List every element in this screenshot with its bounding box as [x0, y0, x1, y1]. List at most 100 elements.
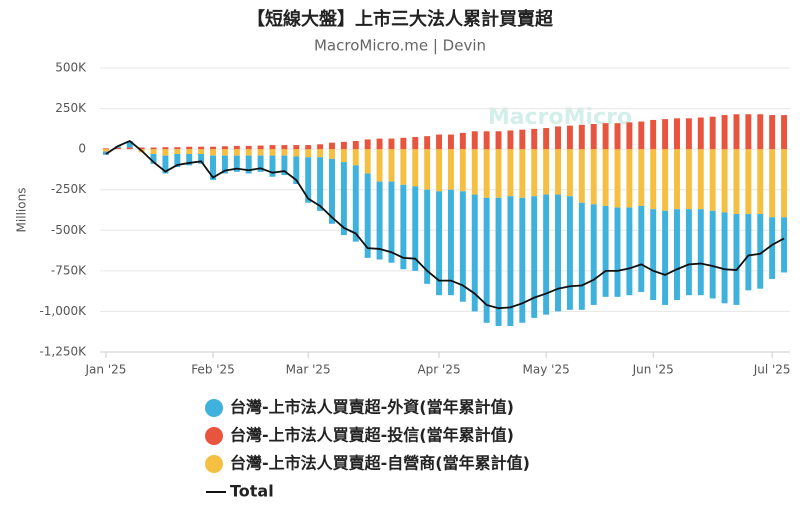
bar-segment — [650, 119, 657, 150]
bar-segment — [376, 149, 383, 182]
bar-segment — [221, 155, 228, 174]
bar-segment — [376, 138, 383, 150]
bar-segment — [566, 125, 573, 150]
bar-segment — [602, 205, 609, 297]
bar-segment — [436, 191, 443, 296]
bar-segment — [340, 141, 347, 150]
bar-segment — [198, 146, 205, 150]
bar-segment — [697, 149, 704, 210]
bar-segment — [424, 189, 431, 284]
bar-segment — [329, 149, 335, 159]
bar-segment — [709, 210, 716, 299]
bar-segment — [162, 149, 169, 156]
bar-segment — [697, 209, 704, 296]
bar-segment — [281, 145, 288, 150]
x-tick-label: Apr '25 — [417, 363, 460, 377]
bar-segment — [257, 149, 264, 156]
bar-segment — [400, 149, 407, 185]
bar-segment — [638, 149, 645, 206]
bar-segment — [543, 149, 550, 195]
bar-segment — [614, 149, 621, 208]
bar-segment — [531, 196, 538, 318]
y-tick-label: 0 — [78, 142, 86, 156]
bar-segment — [150, 154, 157, 164]
y-tick-label: -750K — [51, 263, 87, 277]
bar-segment — [685, 149, 692, 210]
bar-segment — [447, 189, 454, 296]
legend-symbol — [205, 427, 223, 445]
bar-segment — [245, 149, 252, 156]
bar-segment — [293, 145, 300, 150]
legend-label: 台灣-上市法人買賣超-投信(當年累計值) — [230, 426, 514, 445]
bar-segment — [459, 191, 466, 302]
bar-segment — [519, 197, 526, 323]
total-line — [105, 139, 785, 310]
legend-symbol — [205, 399, 223, 417]
bar-segment — [257, 155, 264, 172]
bar-segment — [162, 155, 169, 174]
y-tick-label: 500K — [55, 61, 87, 75]
bar-segment — [650, 149, 657, 210]
legend-label: 台灣-上市法人買賣超-外資(當年累計值) — [230, 398, 514, 417]
bar-segment — [626, 207, 633, 296]
bar-segment — [305, 145, 312, 150]
bar-segment — [471, 149, 478, 195]
bar-segment — [709, 149, 716, 211]
bar-segment — [329, 142, 335, 150]
bar-segment — [257, 145, 264, 150]
bar-segment — [281, 155, 288, 176]
bar-segment — [174, 147, 181, 150]
bar-segment — [781, 149, 788, 218]
bar-segment — [412, 136, 419, 150]
bar-segment — [543, 194, 550, 315]
bar-segment — [221, 146, 228, 150]
bar-segment — [447, 149, 454, 190]
bar-segment — [293, 156, 300, 185]
bar-segment — [400, 137, 407, 150]
bar-segment — [210, 155, 216, 180]
x-tick-label: Jul '25 — [753, 363, 791, 377]
bar-segment — [495, 149, 502, 198]
x-tick-label: Feb '25 — [191, 363, 235, 377]
bar-segment — [781, 115, 788, 150]
bar-segment — [186, 154, 193, 166]
bar-segment — [495, 131, 502, 150]
y-tick-label: 250K — [55, 101, 87, 115]
bar-segment — [483, 197, 490, 323]
bar-segment — [602, 149, 609, 206]
bar-segment — [733, 149, 740, 215]
bar-segment — [352, 149, 359, 166]
bar-segment — [531, 128, 538, 150]
bar-segment — [555, 194, 561, 312]
bar-segment — [102, 148, 109, 150]
y-tick-label: -500K — [51, 223, 87, 237]
bar-segment — [733, 214, 740, 305]
bar-segment — [388, 149, 395, 182]
bar-segment — [459, 132, 466, 150]
bar-segment — [126, 147, 133, 150]
bar-segment — [662, 210, 669, 305]
bar-segment — [769, 115, 776, 150]
bar-segment — [507, 149, 514, 197]
bar-segment — [269, 145, 276, 150]
bar-segment — [198, 154, 205, 164]
bar-segment — [578, 124, 585, 150]
bar-segment — [626, 122, 633, 150]
x-tick-label: Mar '25 — [286, 363, 331, 377]
bar-segment — [376, 181, 383, 260]
bar-segment — [305, 157, 312, 203]
bar-segment — [590, 204, 597, 305]
bar-segment — [519, 129, 526, 150]
bar-segment — [293, 149, 300, 157]
legend-label: 台灣-上市法人買賣超-自營商(當年累計值) — [230, 454, 530, 473]
bar-segment — [388, 138, 395, 150]
bar-segment — [186, 149, 193, 155]
bar-segment — [174, 149, 181, 155]
bar-segment — [745, 149, 752, 215]
bar-segment — [555, 149, 561, 195]
legend-symbol — [205, 455, 223, 473]
bar-segment — [233, 155, 240, 172]
bar-segment — [721, 149, 728, 213]
y-tick-label: -1,250K — [39, 345, 87, 359]
bar-segment — [102, 149, 109, 152]
